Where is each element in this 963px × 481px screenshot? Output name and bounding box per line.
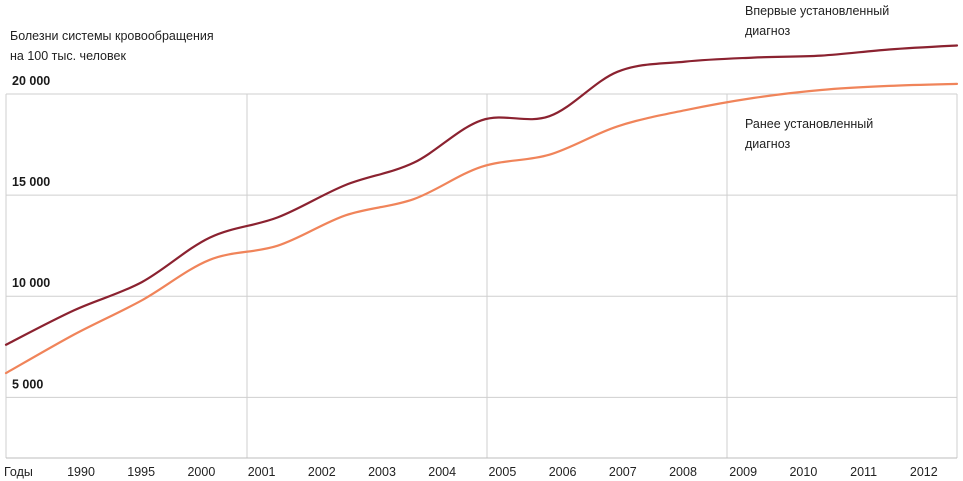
series-label-prev-line-2: диагноз: [745, 137, 791, 151]
chart-text: Болезни системы кровообращения на 100 ты…: [4, 4, 938, 479]
y-tick-label: 20 000: [12, 74, 50, 88]
series-label-new-line-2: диагноз: [745, 24, 791, 38]
x-tick-label: 2012: [910, 465, 938, 479]
y-tick-label: 15 000: [12, 175, 50, 189]
x-tick-label: 2001: [248, 465, 276, 479]
x-tick-label: 1990: [67, 465, 95, 479]
x-tick-label: 1995: [127, 465, 155, 479]
series-label-new-line-1: Впервые установленный: [745, 4, 889, 18]
x-tick-label: 2011: [850, 465, 877, 479]
series-label-prev-line-1: Ранее установленный: [745, 117, 873, 131]
x-tick-label: 2007: [609, 465, 637, 479]
y-tick-label: 5 000: [12, 377, 43, 391]
x-tick-label: 2009: [729, 465, 757, 479]
grid: [5, 93, 958, 459]
y-axis-label-line-1: Болезни системы кровообращения: [10, 29, 214, 43]
series-line-new-diagnosis: [4, 44, 959, 346]
x-tick-label: 2004: [428, 465, 456, 479]
x-tick-label: 2008: [669, 465, 697, 479]
x-tick-label: 2005: [488, 465, 516, 479]
x-axis-label: Годы: [4, 465, 33, 479]
x-tick-label: 2003: [368, 465, 396, 479]
y-tick-label: 10 000: [12, 276, 50, 290]
series-lines: [4, 44, 959, 375]
x-tick-label: 2010: [789, 465, 817, 479]
x-tick-label: 2000: [187, 465, 215, 479]
y-axis-label-line-2: на 100 тыс. человек: [10, 49, 126, 63]
x-tick-label: 2006: [549, 465, 577, 479]
x-tick-label: 2002: [308, 465, 336, 479]
series-line-previous-diagnosis: [4, 82, 959, 375]
